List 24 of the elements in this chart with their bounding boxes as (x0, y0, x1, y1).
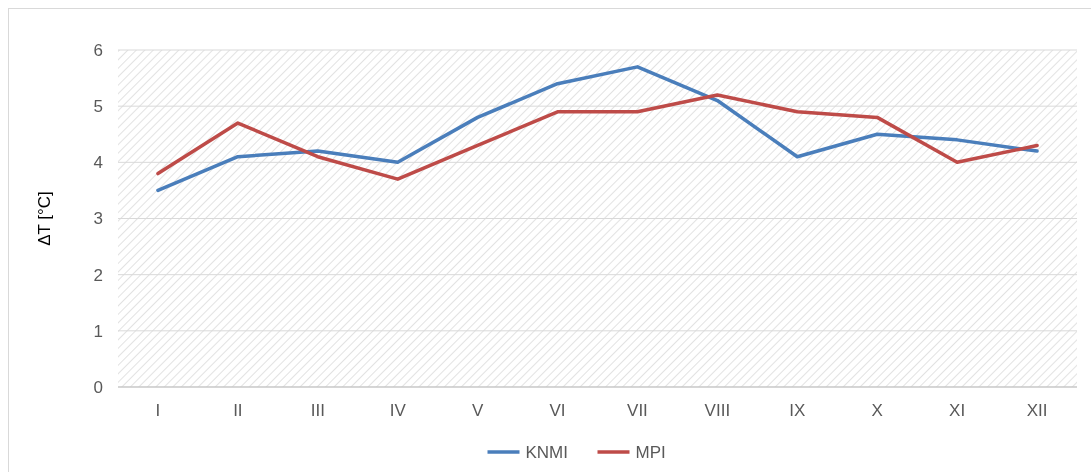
y-tick-label: 5 (93, 97, 103, 117)
y-tick-label: 3 (93, 209, 103, 229)
y-tick-label: 0 (93, 377, 103, 397)
x-tick-label: I (155, 401, 161, 420)
x-tick-label: III (310, 401, 325, 420)
x-tick-label: VI (549, 401, 566, 420)
line-series (156, 65, 1039, 193)
x-tick-label: XI (949, 401, 966, 420)
x-tick-label: IX (789, 401, 806, 420)
x-tick-label: II (233, 401, 243, 420)
line-series (156, 93, 1039, 181)
x-tick-label: X (871, 401, 883, 420)
y-tick-label: 6 (93, 40, 103, 60)
x-tick-label: XII (1026, 401, 1048, 420)
legend-label: KNMI (525, 442, 568, 462)
y-tick-label: 4 (93, 153, 103, 173)
x-tick-label: VIII (704, 401, 731, 420)
x-tick-label: VII (627, 401, 648, 420)
y-tick-label: 2 (93, 265, 103, 285)
x-tick-label: V (471, 401, 484, 420)
x-tick-label: IV (389, 401, 407, 420)
legend-label: MPI (635, 442, 666, 462)
y-axis-title: ΔT [°C] (35, 191, 54, 246)
y-tick-label: 1 (93, 321, 103, 341)
